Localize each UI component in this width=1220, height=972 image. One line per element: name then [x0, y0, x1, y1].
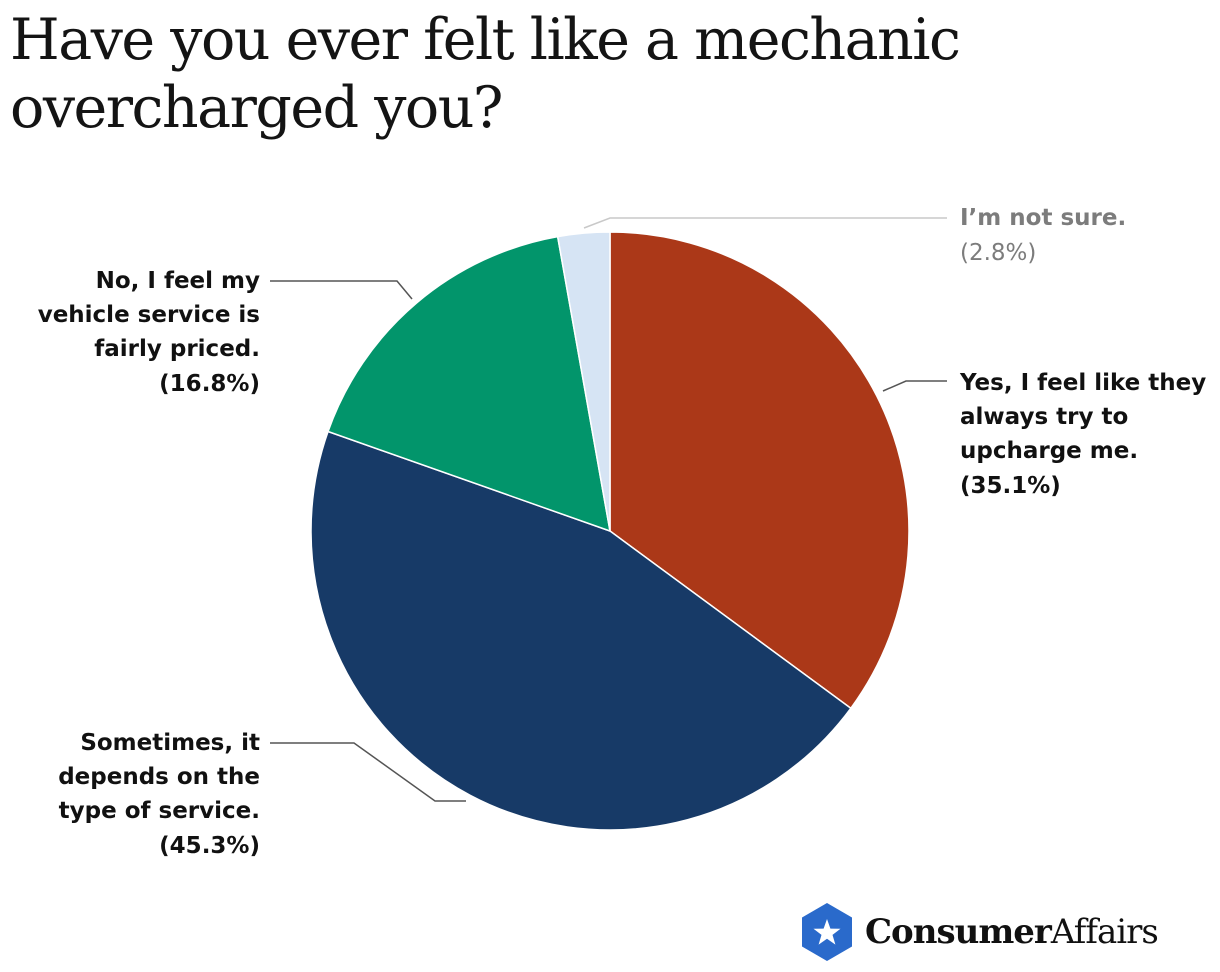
slice-label-line: Sometimes, it	[80, 730, 260, 756]
slice-percent: (45.3%)	[159, 833, 260, 859]
pie-slices	[310, 231, 910, 831]
slice-label-line: type of service.	[59, 798, 260, 824]
leader-line-1	[882, 380, 947, 392]
slice-label-line: vehicle service is	[38, 302, 260, 328]
slice-labels: Yes, I feel like they always try to upchar…	[38, 205, 1207, 859]
consumeraffairs-logo: ConsumerAffairs	[801, 902, 1159, 962]
slice-label-line: upcharge me.	[960, 438, 1138, 464]
slice-label-line: I’m not sure.	[960, 205, 1126, 231]
leader-lines	[270, 217, 947, 802]
pie-slice-2	[310, 430, 852, 831]
leader-line-4	[583, 217, 947, 229]
pie-slice-3	[327, 235, 611, 532]
star-badge-icon	[802, 903, 852, 961]
slice-label-4: I’m not sure. (2.8%)	[960, 205, 1126, 266]
chart-title: Have you ever felt like a mechanic overc…	[10, 7, 961, 141]
slice-label-3: No, I feel my vehicle service is fairly pr…	[38, 268, 260, 397]
pie-slice-4	[556, 231, 611, 532]
slice-percent: (2.8%)	[960, 240, 1036, 266]
pie-slice-1	[609, 231, 910, 710]
slice-percent: (16.8%)	[159, 371, 260, 397]
slice-label-2: Sometimes, it depends on the type of servi…	[58, 730, 260, 859]
slice-percent: (35.1%)	[960, 473, 1061, 499]
leader-line-2	[270, 742, 466, 802]
slice-label-line: depends on the	[58, 764, 260, 790]
slice-label-line: Yes, I feel like they	[959, 370, 1206, 396]
slice-label-1: Yes, I feel like they always try to upchar…	[959, 370, 1206, 499]
brand-name: ConsumerAffairs	[865, 912, 1159, 952]
slice-label-line: always try to	[960, 404, 1128, 430]
slice-label-line: No, I feel my	[96, 268, 260, 294]
leader-line-3	[270, 280, 413, 300]
slice-label-line: fairly priced.	[94, 336, 260, 362]
